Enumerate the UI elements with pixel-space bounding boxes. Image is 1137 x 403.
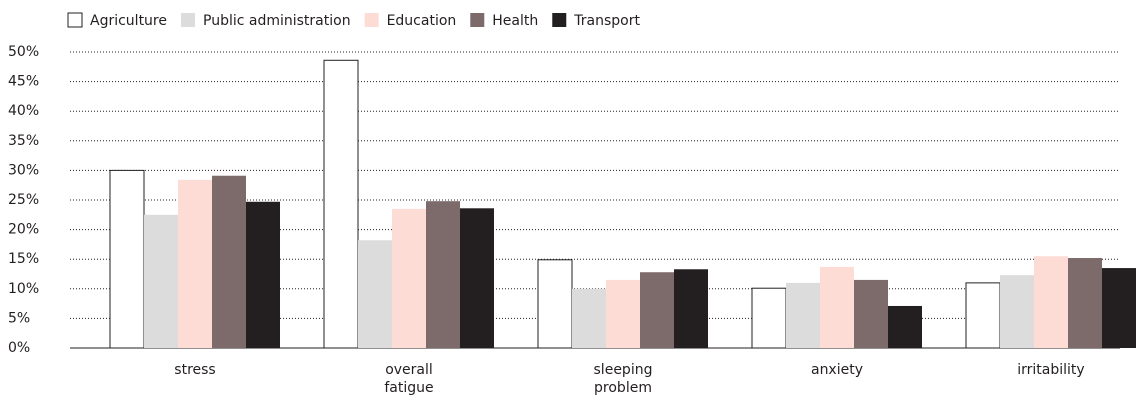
- y-tick-label: 20%: [8, 222, 39, 238]
- x-tick-label: anxiety: [810, 362, 863, 378]
- bar: [640, 272, 674, 348]
- legend-swatch: [181, 13, 195, 27]
- bar: [246, 201, 280, 348]
- legend-label: Transport: [573, 13, 640, 29]
- bar: [178, 179, 212, 348]
- legend-label: Agriculture: [90, 13, 167, 29]
- bar: [426, 201, 460, 348]
- bar: [537, 259, 573, 349]
- bar: [109, 169, 145, 349]
- y-tick-label: 50%: [8, 44, 39, 60]
- bar: [144, 214, 178, 348]
- bar: [1000, 275, 1034, 348]
- y-tick-label: 0%: [8, 340, 30, 356]
- bar: [820, 266, 854, 348]
- legend-label: Education: [387, 13, 457, 29]
- bar: [965, 282, 1001, 349]
- y-tick-label: 45%: [8, 74, 39, 90]
- x-tick-label: irritability: [1017, 362, 1085, 378]
- y-tick-label: 40%: [8, 103, 39, 119]
- bar: [392, 208, 426, 348]
- x-tick-label: overall fatigue: [384, 362, 434, 396]
- y-tick-label: 25%: [8, 192, 39, 208]
- bar: [606, 279, 640, 348]
- bar: [751, 287, 787, 349]
- bar: [212, 175, 246, 348]
- y-tick-label: 10%: [8, 281, 39, 297]
- y-tick-label: 30%: [8, 162, 39, 178]
- legend-swatch: [552, 13, 567, 27]
- y-tick-label: 15%: [8, 251, 39, 267]
- bar: [358, 240, 392, 348]
- legend-swatch: [67, 12, 83, 28]
- bar: [1102, 268, 1136, 348]
- bar: [323, 59, 359, 349]
- legend-swatch: [364, 13, 379, 27]
- bar: [786, 282, 820, 348]
- bar: [1034, 256, 1068, 348]
- y-tick-label: 35%: [8, 133, 39, 149]
- bar: [674, 269, 708, 348]
- legend-label: Public administration: [203, 13, 351, 29]
- legend-label: Health: [492, 13, 538, 29]
- bar: [854, 279, 888, 348]
- bar: [460, 208, 494, 348]
- x-tick-label: sleeping problem: [593, 362, 653, 396]
- bar: [1068, 258, 1102, 348]
- y-tick-label: 5%: [8, 310, 30, 326]
- x-tick-label: stress: [174, 362, 216, 378]
- bar: [572, 288, 606, 348]
- bar: [888, 305, 922, 348]
- legend-swatch: [470, 13, 485, 27]
